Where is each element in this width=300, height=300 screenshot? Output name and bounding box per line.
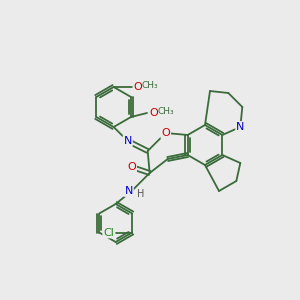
Text: O: O	[134, 82, 142, 92]
Text: O: O	[127, 162, 136, 172]
Text: H: H	[137, 189, 144, 199]
Text: Cl: Cl	[103, 227, 114, 238]
Text: CH₃: CH₃	[142, 82, 158, 91]
Text: CH₃: CH₃	[157, 107, 174, 116]
Text: O: O	[149, 108, 158, 118]
Text: O: O	[161, 128, 170, 138]
Text: N: N	[236, 122, 244, 132]
Text: N: N	[124, 136, 132, 146]
Text: N: N	[124, 186, 133, 196]
